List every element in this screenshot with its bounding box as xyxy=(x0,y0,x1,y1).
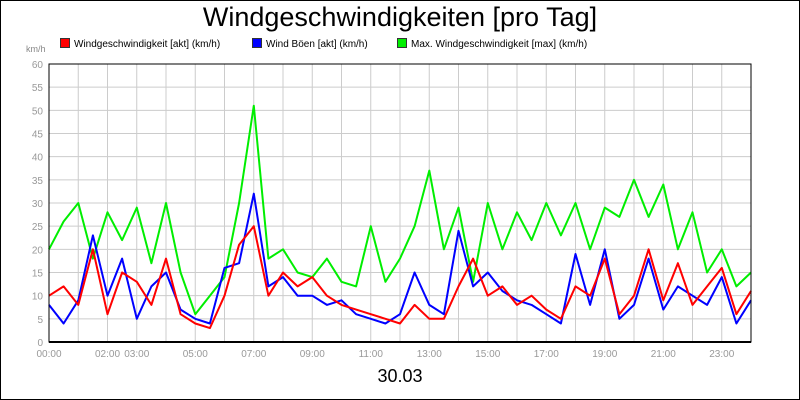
x-tick-label: 02:00 xyxy=(95,349,120,360)
x-tick-label: 21:00 xyxy=(651,349,676,360)
x-tick-label: 11:00 xyxy=(359,349,384,360)
x-tick-label: 17:00 xyxy=(534,349,559,360)
y-tick-label: 60 xyxy=(32,60,44,71)
y-tick-label: 0 xyxy=(37,338,43,349)
x-tick-label: 00:00 xyxy=(36,349,61,360)
legend-item-max: Max. Windgeschwindigkeit [max] (km/h) xyxy=(397,38,587,50)
x-tick-label: 05:00 xyxy=(183,349,208,360)
y-tick-label: 15 xyxy=(32,269,44,280)
chart-subtitle: 30.03 xyxy=(377,366,423,386)
y-tick-label: 55 xyxy=(32,83,44,94)
y-tick-label: 40 xyxy=(32,153,44,164)
x-tick-label: 19:00 xyxy=(592,349,617,360)
y-tick-label: 25 xyxy=(32,222,44,233)
series-line-1 xyxy=(48,192,752,325)
legend-swatch-red xyxy=(60,38,70,48)
legend-item-boeen: Wind Böen [akt] (km/h) xyxy=(252,38,368,50)
y-tick-label: 5 xyxy=(37,315,43,326)
chart-title: Windgeschwindigkeiten [pro Tag] xyxy=(202,2,598,32)
y-tick-label: 30 xyxy=(32,199,44,210)
y-tick-label: 35 xyxy=(32,176,44,187)
y-axis-unit: km/h xyxy=(26,44,46,54)
legend-swatch-green xyxy=(397,38,407,48)
x-tick-label: 03:00 xyxy=(124,349,149,360)
y-tick-label: 45 xyxy=(32,130,44,141)
x-tick-label: 23:00 xyxy=(709,349,734,360)
legend-item-windgeschwindigkeit: Windgeschwindigkeit [akt] (km/h) xyxy=(60,38,220,50)
x-tick-label: 15:00 xyxy=(475,349,500,360)
x-tick-label: 13:00 xyxy=(417,349,442,360)
x-tick-label: 07:00 xyxy=(241,349,266,360)
x-tick-label: 09:00 xyxy=(300,349,325,360)
legend-swatch-blue xyxy=(252,38,262,48)
series-line-0 xyxy=(48,225,752,330)
legend-label: Max. Windgeschwindigkeit [max] (km/h) xyxy=(411,39,588,50)
y-tick-label: 10 xyxy=(32,292,44,303)
series-line-2 xyxy=(48,104,752,316)
y-tick-label: 20 xyxy=(32,245,44,256)
legend-label: Wind Böen [akt] (km/h) xyxy=(266,39,368,50)
legend-label: Windgeschwindigkeit [akt] (km/h) xyxy=(74,39,221,50)
y-tick-label: 50 xyxy=(32,106,44,117)
